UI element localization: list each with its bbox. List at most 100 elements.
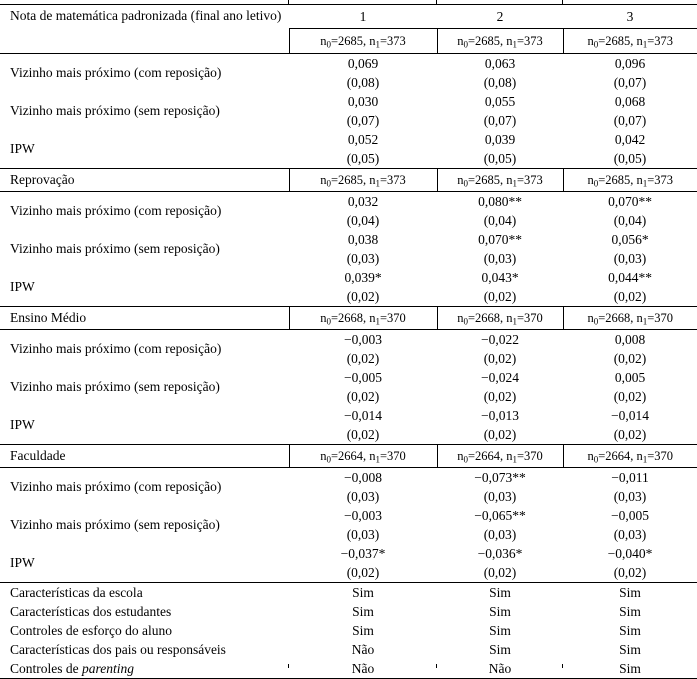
n-cell: n0=2668, n1=370 <box>288 306 437 330</box>
n-cell: n0=2664, n1=370 <box>436 444 563 468</box>
estimator-label: Vizinho mais próximo (sem reposição) <box>10 241 220 256</box>
estimator-label: Vizinho mais próximo (sem reposição) <box>10 517 220 532</box>
border-tick <box>436 0 437 4</box>
se-cell: (0,05) <box>289 149 437 169</box>
estimate-cell: −0,073** <box>474 469 526 485</box>
estimate-cell: 0,096 <box>614 55 646 71</box>
estimate-row: Vizinho mais próximo (sem reposição) −0,… <box>0 368 697 395</box>
estimate-cell: 0,030 <box>347 93 379 109</box>
n-sub: 1 <box>512 453 518 464</box>
n-text: =370 <box>517 448 543 463</box>
n-text: =2685, n <box>598 172 643 187</box>
n-sub: 1 <box>375 177 381 188</box>
outcome-title: Nota de matemática padronizada (final an… <box>0 4 289 54</box>
n-cell: n0=2685, n1=373 <box>562 168 697 192</box>
se-cell: (0,07) <box>346 112 380 128</box>
se-cell: (0,02) <box>346 350 380 366</box>
estimate-cell: 0,052 <box>347 131 379 147</box>
n-text: n <box>587 33 594 48</box>
control-value-cell: Sim <box>352 622 374 638</box>
se-cell: (0,03) <box>613 488 647 504</box>
border-tick <box>436 664 437 668</box>
estimate-cell: 0,005 <box>614 369 646 385</box>
estimate-cell: 0,032 <box>347 193 379 209</box>
estimate-row: Vizinho mais próximo (sem reposição) 0,0… <box>0 92 697 119</box>
section-row: Faculdade n0=2664, n1=370 n0=2664, n1=37… <box>0 444 697 468</box>
estimate-cell: 0,063 <box>484 55 516 71</box>
estimate-cell: −0,003 <box>344 507 382 523</box>
se-row: (0,02) (0,02) (0,02) <box>0 563 697 583</box>
estimate-row: IPW 0,052 0,039 0,042 <box>0 130 697 157</box>
estimate-cell: 0,039* <box>344 269 382 285</box>
control-label: Características da escola <box>0 582 289 602</box>
estimate-cell: −0,014 <box>611 407 649 423</box>
se-row: (0,04) (0,04) (0,04) <box>0 211 697 230</box>
n-text: =2664, n <box>330 448 376 463</box>
se-cell: (0,02) <box>346 388 380 404</box>
se-row: (0,03) (0,03) (0,03) <box>0 249 697 268</box>
n-text: =370 <box>380 448 406 463</box>
n-text: =373 <box>517 172 543 187</box>
estimator-label: Vizinho mais próximo (com reposição) <box>10 479 222 494</box>
control-row: Características dos pais ou responsáveis… <box>0 640 697 659</box>
se-row: (0,07) (0,07) (0,07) <box>0 111 697 130</box>
n-text: =2668, n <box>598 310 643 325</box>
control-value-cell: Sim <box>619 641 641 657</box>
estimator-label: Vizinho mais próximo (sem reposição) <box>10 103 220 118</box>
n-cell: n0=2685, n1=373 <box>562 28 697 54</box>
estimate-cell: −0,036* <box>477 545 523 561</box>
column-header: 2 <box>437 4 563 29</box>
control-label: Características dos pais ou responsáveis <box>10 641 226 657</box>
n-sub: 0 <box>326 177 331 188</box>
estimate-row: Vizinho mais próximo (com reposição) 0,0… <box>0 192 697 219</box>
estimate-row: IPW −0,037* −0,036* −0,040* <box>0 544 697 571</box>
control-label-italic: parenting <box>82 660 134 676</box>
control-value-cell: Sim <box>489 641 511 657</box>
se-cell: (0,02) <box>437 563 563 583</box>
estimate-row: Vizinho mais próximo (sem reposição) −0,… <box>0 506 697 533</box>
estimate-row: Vizinho mais próximo (com reposição) −0,… <box>0 330 697 357</box>
estimate-cell: −0,003 <box>344 331 382 347</box>
se-cell: (0,04) <box>346 212 380 228</box>
se-cell: (0,02) <box>437 287 563 307</box>
estimator-label: Vizinho mais próximo (com reposição) <box>10 65 222 80</box>
control-value-cell: Sim <box>437 582 563 602</box>
se-cell: (0,02) <box>563 563 697 583</box>
se-cell: (0,08) <box>346 74 380 90</box>
n-sub: 0 <box>593 315 599 326</box>
n-text: =2664, n <box>598 448 643 463</box>
se-cell: (0,03) <box>483 250 517 266</box>
se-cell: (0,03) <box>346 526 380 542</box>
n-text: n <box>320 172 327 187</box>
n-sub: 1 <box>375 38 381 49</box>
se-cell: (0,03) <box>613 250 647 266</box>
estimate-cell: −0,040* <box>607 545 653 561</box>
estimate-cell: 0,068 <box>614 93 646 109</box>
section-row: Ensino Médio n0=2668, n1=370 n0=2668, n1… <box>0 306 697 330</box>
se-cell: (0,02) <box>563 425 697 445</box>
n-sub: 1 <box>375 315 381 326</box>
se-cell: (0,07) <box>483 112 517 128</box>
estimate-cell: 0,070** <box>478 231 522 247</box>
n-sub: 0 <box>326 453 331 464</box>
results-table: Nota de matemática padronizada (final an… <box>0 4 697 679</box>
control-value-cell: Sim <box>563 659 697 679</box>
section-title: Reprovação <box>0 168 289 192</box>
estimator-label: Vizinho mais próximo (com reposição) <box>10 341 222 356</box>
n-sub: 0 <box>326 315 331 326</box>
n-sub: 1 <box>512 38 518 49</box>
estimate-cell: 0,069 <box>347 55 379 71</box>
n-text: n <box>320 448 327 463</box>
n-text: =370 <box>647 448 674 463</box>
section-title: Ensino Médio <box>0 306 289 330</box>
column-header: 3 <box>563 4 697 29</box>
estimator-label: Vizinho mais próximo (com reposição) <box>10 203 222 218</box>
n-text: n <box>587 310 594 325</box>
n-text: =373 <box>380 172 406 187</box>
estimator-label: IPW <box>10 279 35 294</box>
se-row: (0,02) (0,02) (0,02) <box>0 387 697 406</box>
estimate-cell: 0,039 <box>484 131 516 147</box>
control-value-cell: Sim <box>619 603 641 619</box>
n-text: =373 <box>647 33 674 48</box>
estimate-cell: 0,055 <box>484 93 516 109</box>
